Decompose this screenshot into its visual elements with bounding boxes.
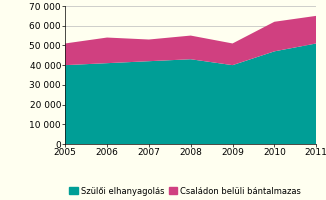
Legend: Szülői elhanyagolás, Családon belüli bántalmazas: Szülői elhanyagolás, Családon belüli bán… [69,187,301,196]
